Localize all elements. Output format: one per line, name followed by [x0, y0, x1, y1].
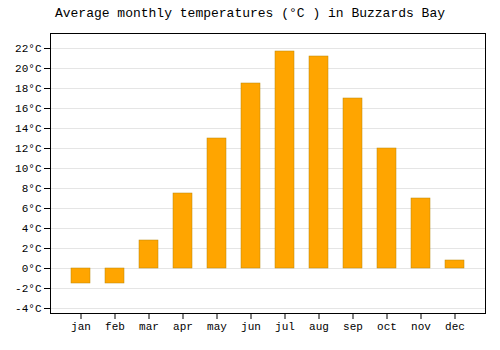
svg-text:jun: jun	[241, 321, 261, 333]
svg-text:sep: sep	[343, 321, 363, 333]
svg-text:18°C: 18°C	[15, 83, 42, 95]
svg-text:jan: jan	[71, 321, 91, 333]
svg-text:6°C: 6°C	[22, 203, 42, 215]
svg-text:2°C: 2°C	[22, 243, 42, 255]
html-text:Average monthly temperatures (: Average monthly temperatures (°C ) in Bu…	[55, 6, 445, 21]
svg-text:4°C: 4°C	[22, 223, 42, 235]
svg-text:apr: apr	[173, 321, 193, 333]
svg-text:22°C: 22°C	[15, 43, 42, 55]
svg-text:may: may	[207, 321, 227, 333]
svg-text:dec: dec	[445, 321, 465, 333]
svg-text:jul: jul	[275, 321, 295, 333]
svg-text:-2°C: -2°C	[15, 283, 42, 295]
svg-text:12°C: 12°C	[15, 143, 42, 155]
svg-text:mar: mar	[139, 321, 159, 333]
svg-text:feb: feb	[105, 321, 125, 333]
svg-text:aug: aug	[309, 321, 329, 333]
svg-text:20°C: 20°C	[15, 63, 42, 75]
svg-text:0°C: 0°C	[22, 263, 42, 275]
svg-text:-4°C: -4°C	[15, 303, 42, 315]
svg-text:10°C: 10°C	[15, 163, 42, 175]
svg-text:8°C: 8°C	[22, 183, 42, 195]
svg-text:16°C: 16°C	[15, 103, 42, 115]
svg-text:14°C: 14°C	[15, 123, 42, 135]
svg-text:nov: nov	[411, 321, 431, 333]
svg-text:oct: oct	[377, 321, 397, 333]
